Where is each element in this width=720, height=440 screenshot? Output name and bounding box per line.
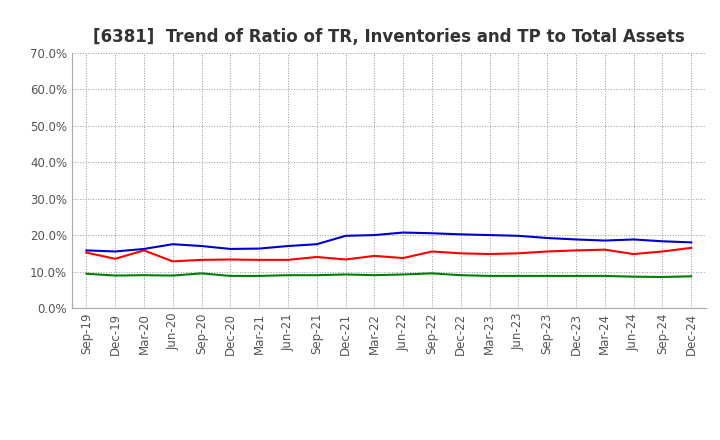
Inventories (140, 246, 148, 252)
Trade Receivables (255, 257, 264, 263)
Inventories (485, 232, 494, 238)
Trade Payables (658, 275, 667, 280)
Trade Payables (514, 273, 523, 279)
Trade Payables (485, 273, 494, 279)
Inventories (168, 242, 177, 247)
Trade Receivables (197, 257, 206, 263)
Trade Receivables (658, 249, 667, 254)
Trade Receivables (600, 247, 609, 252)
Line: Inventories: Inventories (86, 232, 691, 252)
Inventories (341, 233, 350, 238)
Trade Receivables (312, 254, 321, 260)
Inventories (428, 231, 436, 236)
Inventories (514, 233, 523, 238)
Trade Payables (82, 271, 91, 276)
Inventories (226, 246, 235, 252)
Trade Receivables (485, 251, 494, 257)
Trade Receivables (687, 245, 696, 250)
Inventories (399, 230, 408, 235)
Trade Receivables (456, 251, 465, 256)
Inventories (82, 248, 91, 253)
Inventories (687, 240, 696, 245)
Trade Receivables (428, 249, 436, 254)
Trade Payables (600, 273, 609, 279)
Trade Payables (168, 273, 177, 278)
Trade Payables (197, 271, 206, 276)
Trade Receivables (543, 249, 552, 254)
Trade Payables (284, 272, 292, 278)
Trade Payables (226, 273, 235, 279)
Inventories (284, 243, 292, 249)
Trade Payables (687, 274, 696, 279)
Inventories (255, 246, 264, 251)
Trade Receivables (111, 256, 120, 261)
Trade Receivables (140, 248, 148, 253)
Line: Trade Receivables: Trade Receivables (86, 248, 691, 261)
Trade Receivables (514, 251, 523, 256)
Trade Receivables (82, 250, 91, 255)
Trade Receivables (399, 255, 408, 260)
Inventories (658, 238, 667, 244)
Trade Receivables (341, 257, 350, 262)
Trade Payables (312, 272, 321, 278)
Trade Payables (543, 273, 552, 279)
Inventories (197, 243, 206, 249)
Inventories (111, 249, 120, 254)
Trade Payables (399, 272, 408, 277)
Trade Payables (572, 273, 580, 279)
Trade Payables (428, 271, 436, 276)
Trade Receivables (572, 248, 580, 253)
Inventories (572, 237, 580, 242)
Trade Receivables (629, 251, 638, 257)
Trade Payables (111, 273, 120, 278)
Trade Payables (341, 272, 350, 277)
Trade Receivables (226, 257, 235, 262)
Trade Receivables (370, 253, 379, 259)
Trade Payables (370, 272, 379, 278)
Inventories (456, 232, 465, 237)
Inventories (629, 237, 638, 242)
Trade Payables (140, 272, 148, 278)
Inventories (370, 232, 379, 238)
Inventories (543, 235, 552, 241)
Trade Payables (255, 273, 264, 279)
Inventories (600, 238, 609, 243)
Inventories (312, 242, 321, 247)
Trade Receivables (284, 257, 292, 263)
Trade Payables (629, 274, 638, 279)
Line: Trade Payables: Trade Payables (86, 273, 691, 277)
Trade Payables (456, 272, 465, 278)
Trade Receivables (168, 259, 177, 264)
Title: [6381]  Trend of Ratio of TR, Inventories and TP to Total Assets: [6381] Trend of Ratio of TR, Inventories… (93, 28, 685, 46)
